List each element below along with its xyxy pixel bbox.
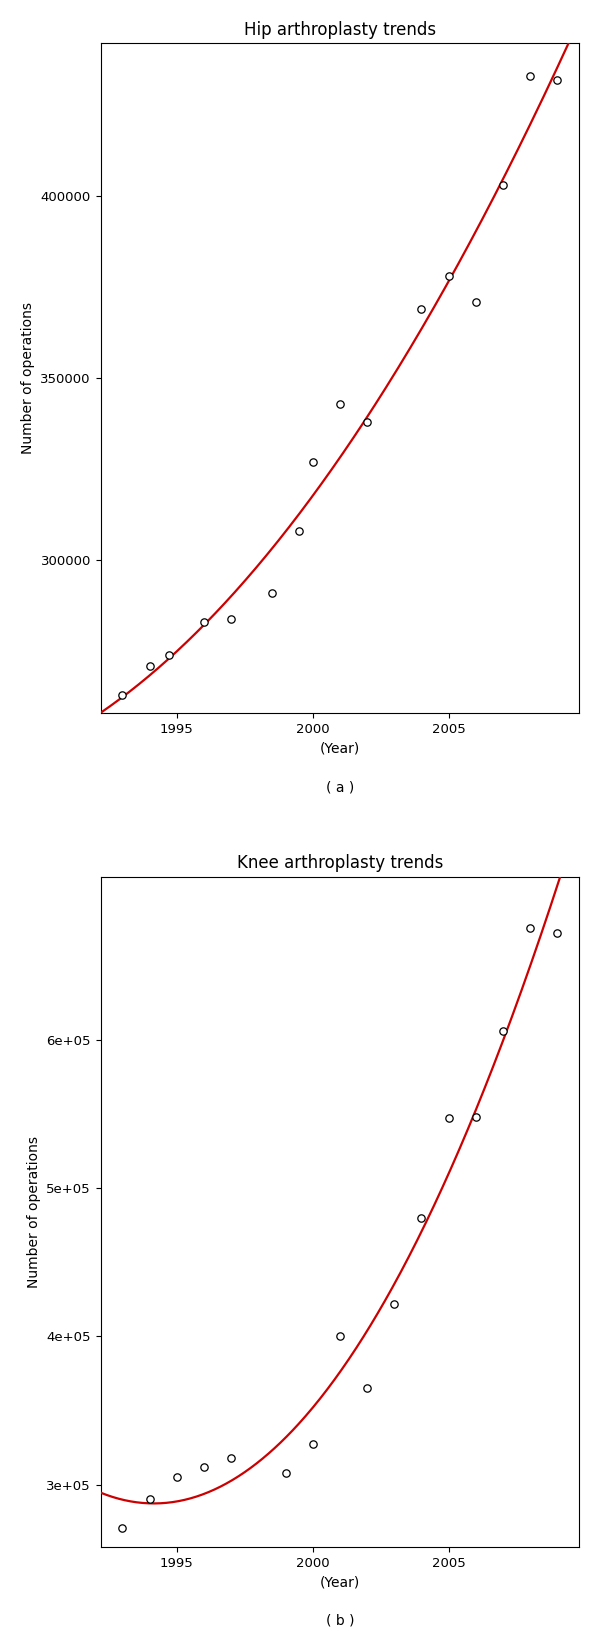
Point [335, 1323, 344, 1349]
Point [498, 1018, 508, 1044]
Point [281, 1460, 290, 1487]
Point [498, 172, 508, 198]
Point [295, 518, 304, 544]
Title: Knee arthroplasty trends: Knee arthroplasty trends [237, 854, 443, 872]
Point [267, 580, 277, 606]
Text: ( b ): ( b ) [326, 1614, 354, 1628]
Point [471, 288, 481, 315]
Point [308, 1431, 317, 1457]
Y-axis label: Number of operations: Number of operations [27, 1136, 41, 1288]
Point [145, 1487, 154, 1513]
Point [164, 642, 173, 669]
Title: Hip arthroplasty trends: Hip arthroplasty trends [244, 21, 436, 39]
Point [362, 408, 372, 434]
X-axis label: (Year): (Year) [320, 1575, 360, 1590]
Point [553, 67, 562, 93]
Point [145, 652, 154, 679]
Point [118, 682, 127, 708]
Point [553, 919, 562, 946]
Point [444, 264, 454, 290]
Point [416, 1205, 426, 1231]
Point [172, 1464, 182, 1490]
Point [362, 1375, 372, 1401]
Point [118, 1514, 127, 1541]
Point [308, 449, 317, 475]
X-axis label: (Year): (Year) [320, 742, 360, 756]
Point [471, 1103, 481, 1129]
Point [199, 610, 209, 636]
Y-axis label: Number of operations: Number of operations [21, 302, 35, 454]
Point [444, 1105, 454, 1131]
Point [526, 915, 535, 941]
Point [335, 390, 344, 416]
Text: ( a ): ( a ) [326, 780, 354, 795]
Point [226, 1444, 236, 1470]
Point [526, 62, 535, 89]
Point [199, 1454, 209, 1480]
Point [389, 1290, 399, 1316]
Point [416, 297, 426, 323]
Point [226, 605, 236, 631]
